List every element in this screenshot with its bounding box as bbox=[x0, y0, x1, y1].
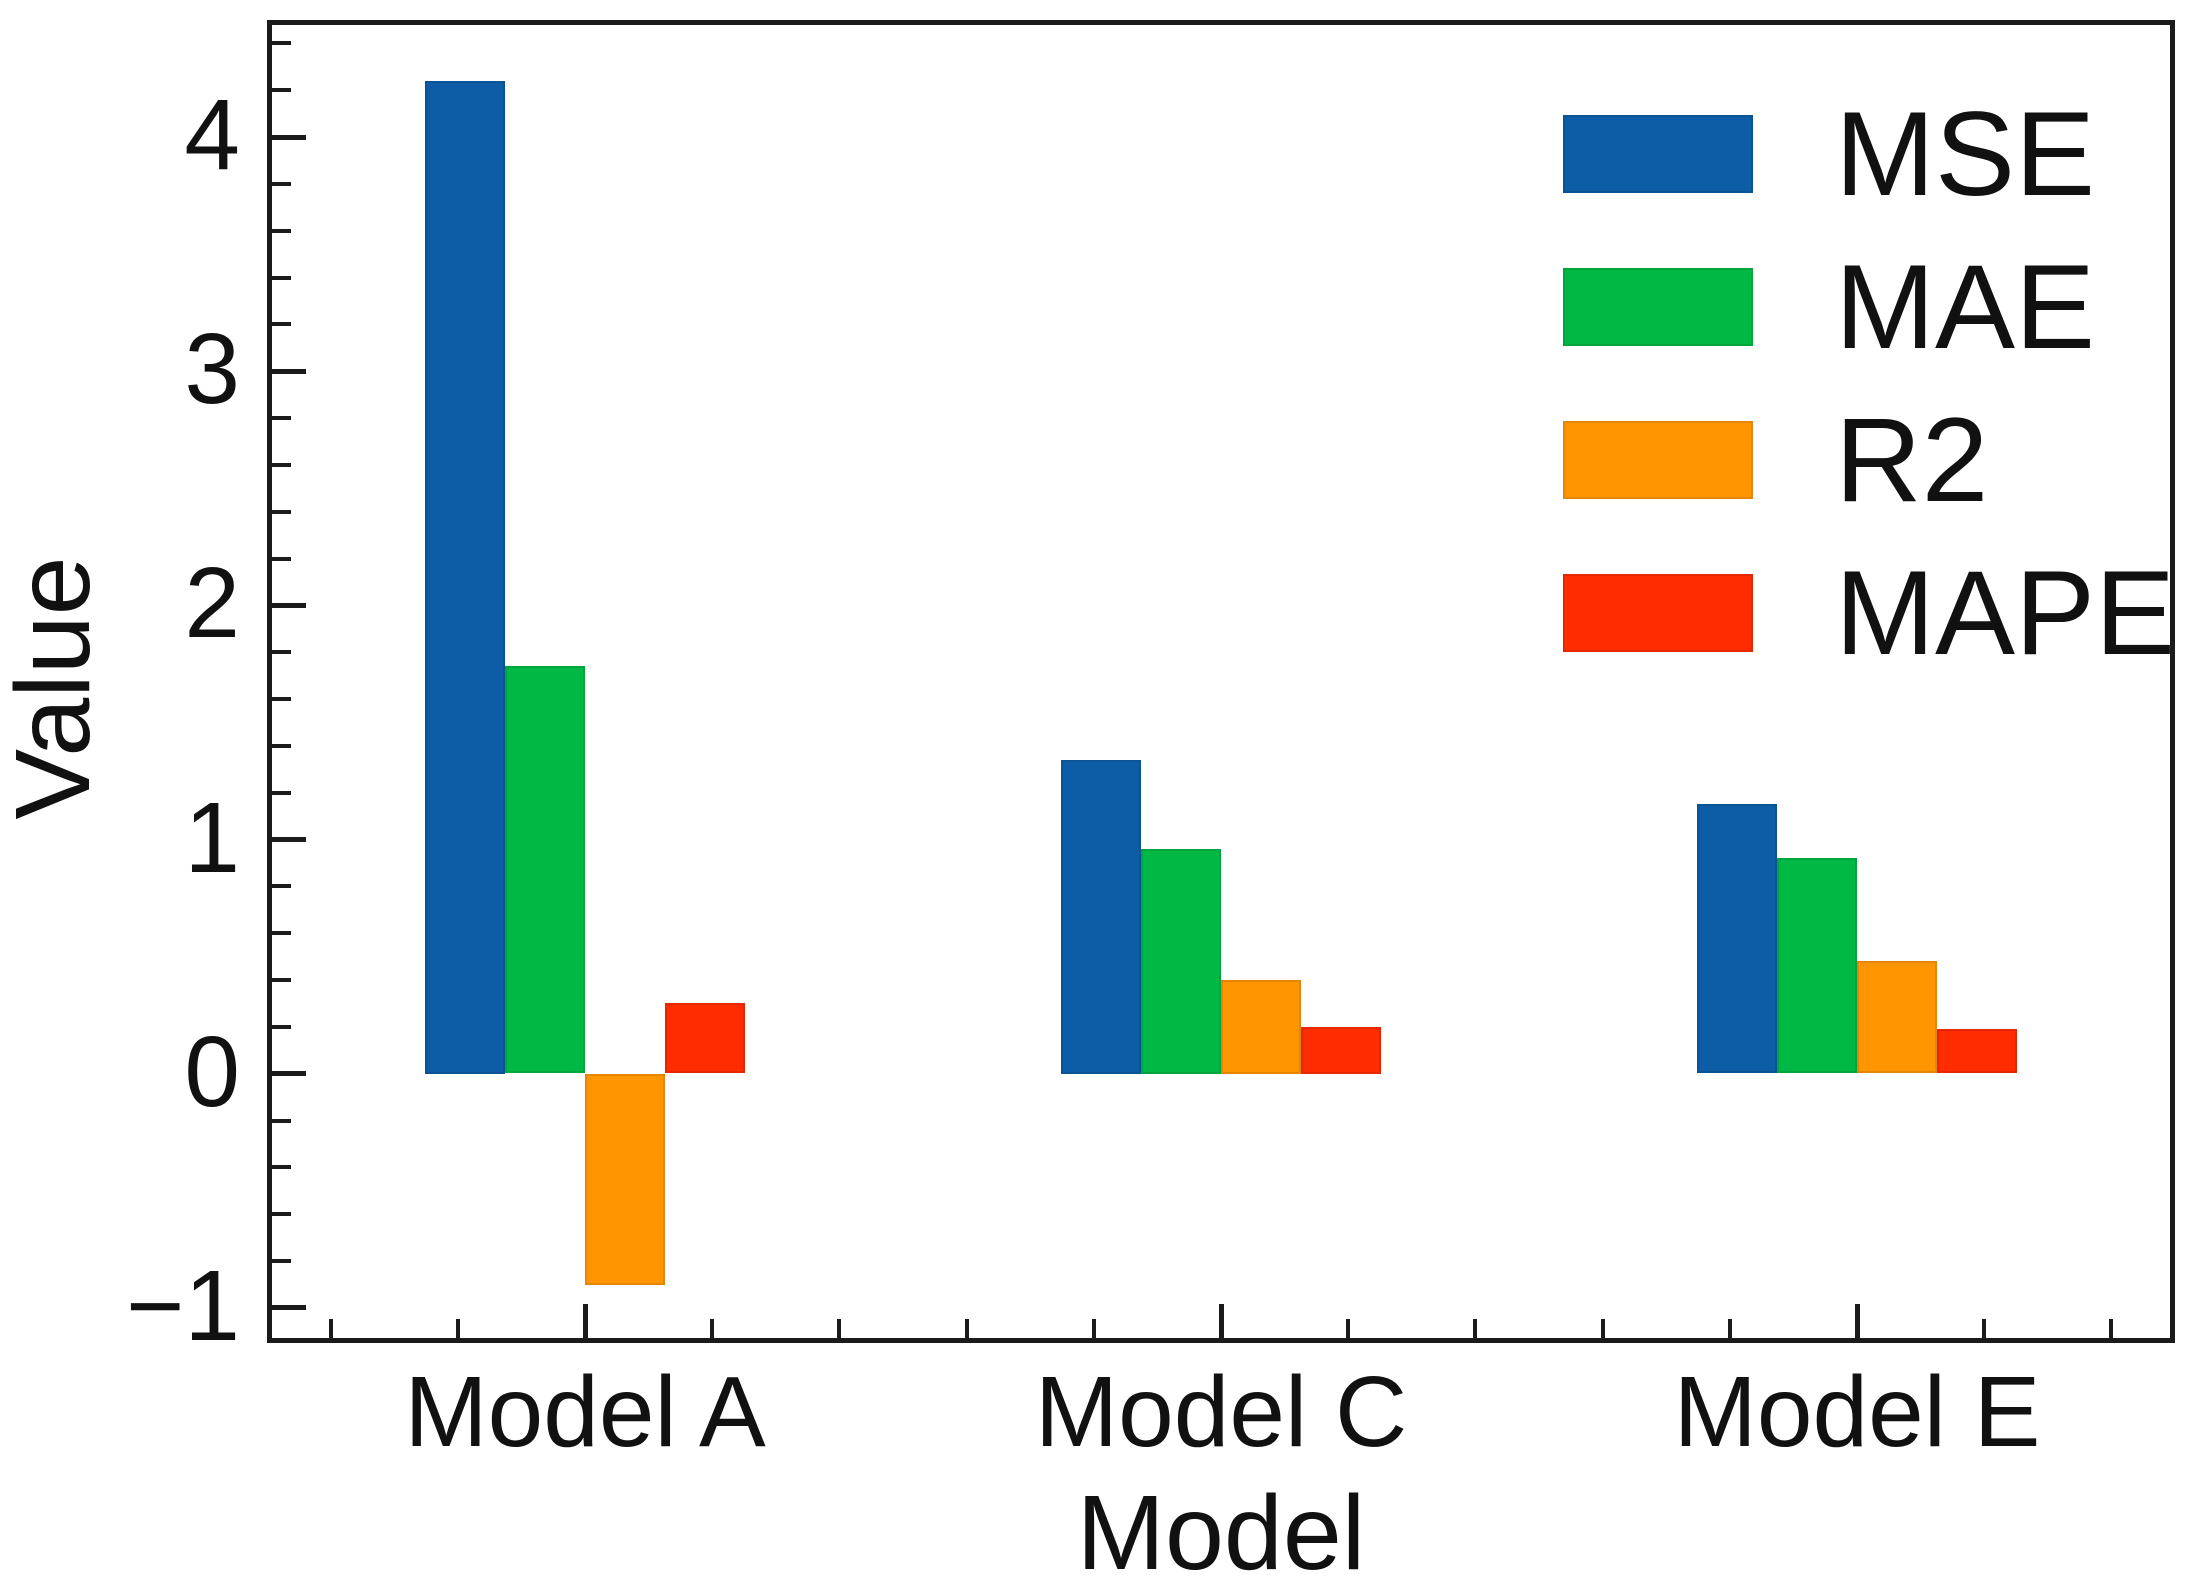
y-minor-tick bbox=[272, 1025, 291, 1029]
y-minor-tick bbox=[272, 931, 291, 935]
legend-item-r2: R2 bbox=[1563, 400, 1988, 520]
bar-model-e-mae bbox=[1777, 858, 1857, 1073]
x-tick-label-model-e: Model E bbox=[1673, 1356, 2041, 1468]
y-axis-title: Value bbox=[0, 556, 112, 820]
y-tick-label: 1 bbox=[184, 782, 240, 894]
y-minor-tick bbox=[272, 229, 291, 233]
legend-swatch-r2 bbox=[1563, 421, 1753, 499]
bar-model-c-mae bbox=[1141, 849, 1221, 1074]
legend-swatch-mae bbox=[1563, 268, 1753, 346]
bar-model-a-mae bbox=[505, 666, 585, 1073]
bar-model-c-mse bbox=[1061, 760, 1141, 1074]
x-minor-tick bbox=[837, 1319, 841, 1338]
y-minor-tick bbox=[272, 510, 291, 514]
legend-item-mse: MSE bbox=[1563, 94, 2095, 214]
y-minor-tick bbox=[272, 744, 291, 748]
x-minor-tick bbox=[1601, 1319, 1605, 1338]
y-tick-label: 4 bbox=[184, 79, 240, 191]
y-minor-tick bbox=[272, 650, 291, 654]
x-minor-tick bbox=[329, 1319, 333, 1338]
y-tick-label: 0 bbox=[184, 1016, 240, 1128]
x-minor-tick bbox=[1092, 1319, 1096, 1338]
y-minor-tick bbox=[272, 182, 291, 186]
x-major-tick bbox=[583, 1304, 588, 1338]
x-axis-title: Model bbox=[1076, 1474, 1366, 1584]
legend-label-mse: MSE bbox=[1835, 87, 2096, 221]
legend-item-mae: MAE bbox=[1563, 247, 2095, 367]
y-major-tick bbox=[272, 1305, 306, 1310]
y-minor-tick bbox=[272, 1212, 291, 1216]
y-major-tick bbox=[272, 1071, 306, 1076]
y-minor-tick bbox=[272, 88, 291, 92]
bar-model-e-mape bbox=[1937, 1029, 2017, 1073]
y-major-tick bbox=[272, 135, 306, 140]
y-minor-tick bbox=[272, 41, 291, 45]
bar-model-a-mse bbox=[425, 81, 505, 1074]
y-major-tick bbox=[272, 603, 306, 608]
x-minor-tick bbox=[965, 1319, 969, 1338]
bar-model-c-mape bbox=[1301, 1027, 1381, 1074]
y-minor-tick bbox=[272, 1119, 291, 1123]
y-minor-tick bbox=[272, 1259, 291, 1263]
legend-label-mape: MAPE bbox=[1835, 546, 2176, 680]
y-minor-tick bbox=[272, 322, 291, 326]
y-minor-tick bbox=[272, 463, 291, 467]
y-major-tick bbox=[272, 837, 306, 842]
y-minor-tick bbox=[272, 978, 291, 982]
x-tick-label-model-a: Model A bbox=[404, 1356, 766, 1468]
y-tick-label: −1 bbox=[125, 1250, 240, 1362]
y-major-tick bbox=[272, 369, 306, 374]
x-major-tick bbox=[1855, 1304, 1860, 1338]
x-tick-label-model-c: Model C bbox=[1034, 1356, 1408, 1468]
legend-label-r2: R2 bbox=[1835, 393, 1989, 527]
y-minor-tick bbox=[272, 697, 291, 701]
x-minor-tick bbox=[1346, 1319, 1350, 1338]
bar-model-c-r2 bbox=[1221, 980, 1301, 1074]
y-minor-tick bbox=[272, 1165, 291, 1169]
legend-label-mae: MAE bbox=[1835, 240, 2096, 374]
x-minor-tick bbox=[1982, 1319, 1986, 1338]
x-minor-tick bbox=[456, 1319, 460, 1338]
bar-model-a-r2 bbox=[585, 1074, 665, 1285]
legend-item-mape: MAPE bbox=[1563, 553, 2175, 673]
legend-swatch-mse bbox=[1563, 115, 1753, 193]
x-major-tick bbox=[1219, 1304, 1224, 1338]
bar-model-e-r2 bbox=[1857, 961, 1937, 1073]
x-minor-tick bbox=[2109, 1319, 2113, 1338]
y-minor-tick bbox=[272, 416, 291, 420]
x-minor-tick bbox=[710, 1319, 714, 1338]
y-minor-tick bbox=[272, 557, 291, 561]
y-minor-tick bbox=[272, 276, 291, 280]
x-minor-tick bbox=[1473, 1319, 1477, 1338]
y-tick-label: 3 bbox=[184, 313, 240, 425]
legend-swatch-mape bbox=[1563, 574, 1753, 652]
y-minor-tick bbox=[272, 884, 291, 888]
bar-model-a-mape bbox=[665, 1003, 745, 1073]
x-minor-tick bbox=[1728, 1319, 1732, 1338]
y-tick-label: 2 bbox=[184, 547, 240, 659]
bar-model-e-mse bbox=[1697, 804, 1777, 1073]
y-minor-tick bbox=[272, 791, 291, 795]
